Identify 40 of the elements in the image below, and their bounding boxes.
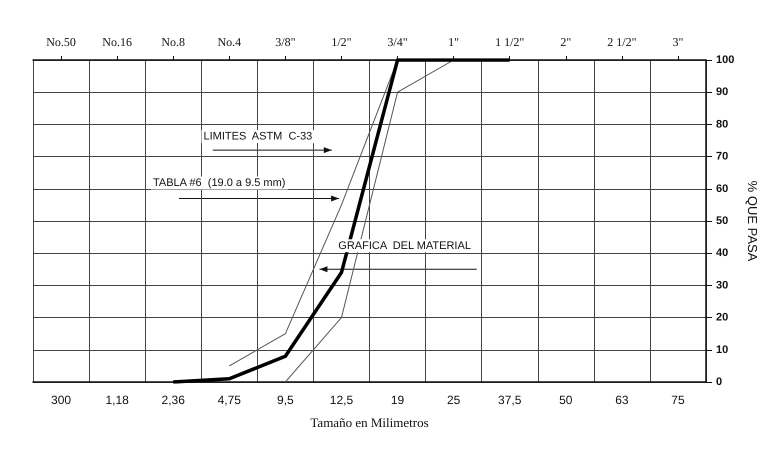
x-tick-label: 19 [390,393,405,407]
annotation: GRAFICA DEL MATERIAL [338,240,471,252]
x-tick-label: 12,5 [330,393,354,407]
text: 2" [560,35,572,49]
text: No.4 [217,35,242,49]
y-tick-label: 50 [716,215,728,227]
text: No.16 [102,35,132,49]
x-tick-label: 300 [51,393,72,407]
y-tick-label: 70 [716,150,728,163]
x-tick-label: 1,18 [105,393,130,407]
x-tick-label: 63 [615,393,629,407]
y-tick-label: 0 [716,376,722,388]
text: 1" [448,35,460,49]
x-tick-label: 25 [446,393,461,407]
text: 3/8" [275,35,296,49]
text: 1 1/2" [495,35,524,49]
x-tick-label: 50 [559,393,573,407]
y-tick-label: 90 [716,86,728,98]
x-axis-title: Tamaño en Milimetros [310,415,429,430]
text: 3" [672,35,684,49]
y-tick-label: 10 [716,344,728,356]
x-tick-label: 2,36 [162,393,186,407]
x-tick-label: 9,5 [277,393,294,407]
y-tick-label: 30 [716,279,728,292]
text: 1/2" [331,35,352,49]
text: 2 1/2" [607,35,637,49]
y-tick-label: 100 [716,54,734,66]
annotation: LIMITES ASTM C-33 [204,130,312,143]
annotation: TABLA #6 (19.0 a 9.5 mm) [152,176,286,189]
x-tick-label: 37,5 [498,393,522,407]
y-tick-label: 40 [716,247,728,260]
text: No.50 [46,35,76,49]
y-tick-label: 20 [716,312,728,324]
y-tick-label: 60 [716,182,728,195]
x-tick-label: 75 [671,393,685,407]
y-tick-label: 80 [716,118,728,130]
text: 3/4" [387,35,408,49]
x-tick-label: 4,75 [218,393,242,407]
y-axis-title: % QUE PASA [745,180,760,262]
text: No.8 [161,35,186,49]
